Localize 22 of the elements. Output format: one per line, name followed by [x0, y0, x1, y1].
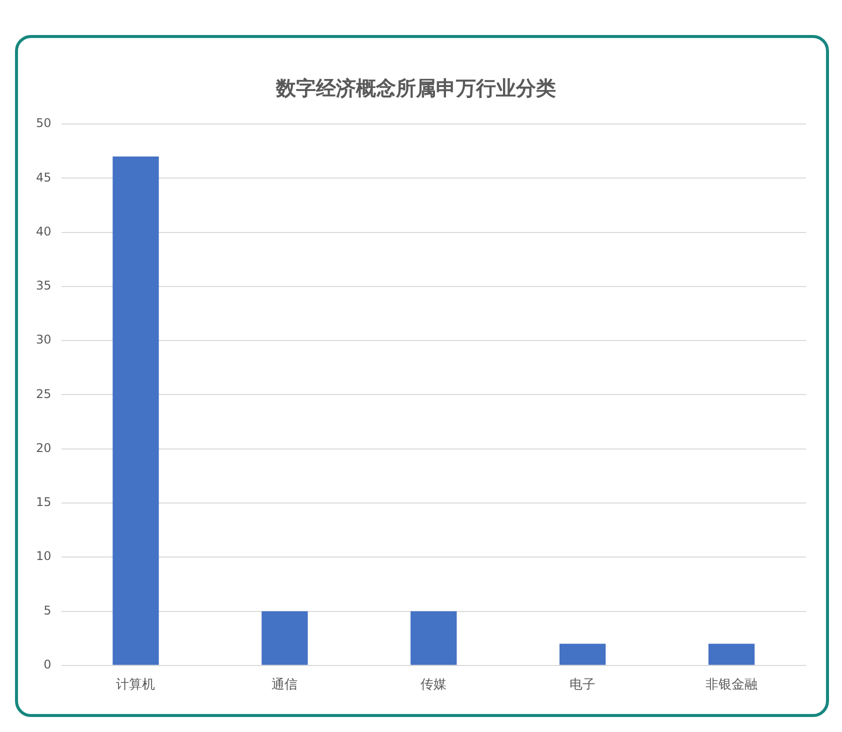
chart-title: 数字经济概念所属申万行业分类: [275, 76, 556, 100]
x-tick-label: 非银金融: [706, 678, 758, 693]
y-tick-label: 15: [36, 495, 52, 510]
y-tick-label: 50: [36, 116, 52, 130]
y-tick-label: 20: [36, 440, 52, 455]
bar: [112, 156, 159, 665]
x-tick-label: 传媒: [420, 678, 447, 693]
y-tick-label: 10: [36, 549, 52, 564]
bar: [410, 611, 457, 665]
y-tick-label: 0: [44, 658, 52, 672]
bar: [262, 611, 308, 665]
x-tick-label: 计算机: [116, 678, 156, 693]
y-tick-label: 35: [36, 278, 52, 293]
x-tick-label: 通信: [272, 678, 298, 693]
y-tick-label: 25: [36, 386, 52, 401]
x-tick-label: 电子: [570, 678, 596, 693]
y-tick-label: 40: [36, 224, 52, 238]
y-tick-label: 45: [36, 170, 52, 184]
bar: [708, 644, 755, 665]
bar: [559, 644, 606, 665]
y-tick-label: 5: [44, 603, 52, 618]
y-tick-label: 30: [36, 332, 52, 347]
